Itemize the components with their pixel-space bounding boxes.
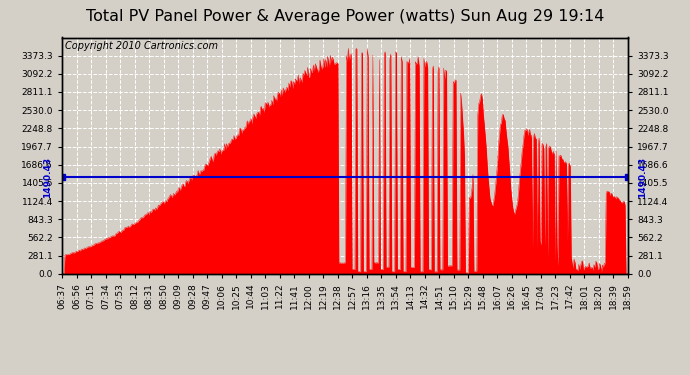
Text: 1490.43: 1490.43 xyxy=(43,157,52,198)
Text: 1490.43: 1490.43 xyxy=(638,157,647,198)
Text: Total PV Panel Power & Average Power (watts) Sun Aug 29 19:14: Total PV Panel Power & Average Power (wa… xyxy=(86,9,604,24)
Text: Copyright 2010 Cartronics.com: Copyright 2010 Cartronics.com xyxy=(65,41,218,51)
